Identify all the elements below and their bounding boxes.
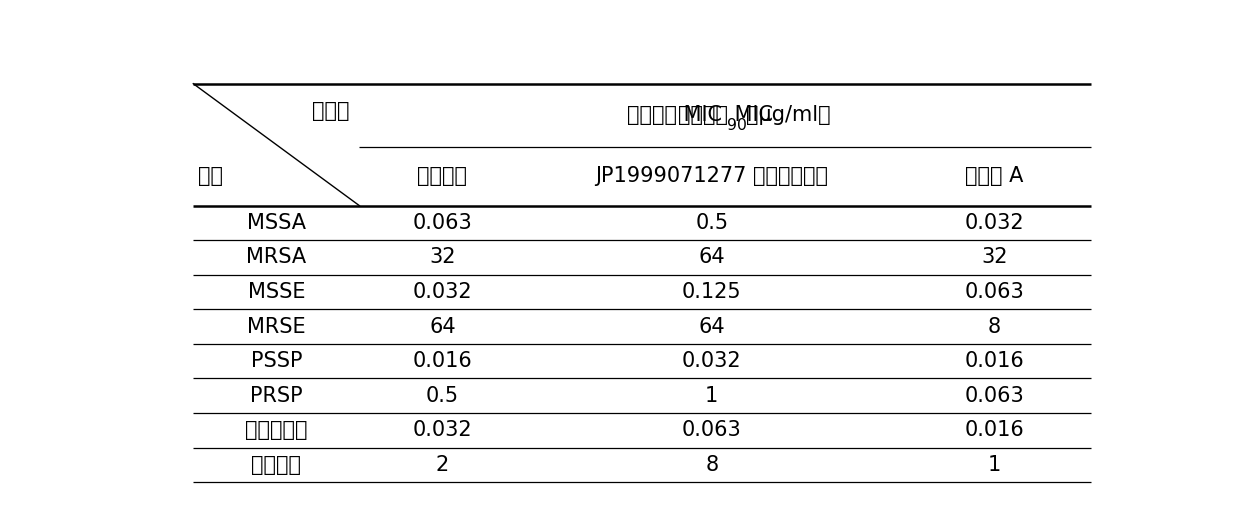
Text: PSSP: PSSP bbox=[250, 351, 302, 371]
Text: PRSP: PRSP bbox=[250, 386, 302, 406]
Text: 1: 1 bbox=[705, 386, 719, 406]
Text: 0.5: 0.5 bbox=[695, 213, 729, 233]
Text: 64: 64 bbox=[429, 317, 456, 337]
Text: 8: 8 bbox=[705, 455, 719, 475]
Text: 粪肠球菌: 粪肠球菌 bbox=[252, 455, 301, 475]
Text: 0.032: 0.032 bbox=[965, 213, 1025, 233]
Text: 1: 1 bbox=[987, 455, 1001, 475]
Text: 0.016: 0.016 bbox=[965, 420, 1025, 440]
Text: 32: 32 bbox=[981, 248, 1007, 268]
Text: 0.016: 0.016 bbox=[413, 351, 472, 371]
Text: 0.032: 0.032 bbox=[413, 420, 472, 440]
Text: 90: 90 bbox=[727, 118, 747, 133]
Text: 0.016: 0.016 bbox=[965, 351, 1025, 371]
Text: 0.063: 0.063 bbox=[965, 282, 1025, 302]
Text: 0.032: 0.032 bbox=[413, 282, 472, 302]
Text: 0.063: 0.063 bbox=[965, 386, 1025, 406]
Text: 0.125: 0.125 bbox=[681, 282, 742, 302]
Text: 32: 32 bbox=[429, 248, 456, 268]
Text: 2: 2 bbox=[436, 455, 449, 475]
Text: MSSE: MSSE bbox=[248, 282, 305, 302]
Text: JP1999071277 中公开化合物: JP1999071277 中公开化合物 bbox=[595, 166, 828, 186]
Text: 化合物 A: 化合物 A bbox=[965, 166, 1023, 186]
Text: 0.063: 0.063 bbox=[413, 213, 472, 233]
Text: 0.032: 0.032 bbox=[681, 351, 742, 371]
Text: 0.5: 0.5 bbox=[426, 386, 458, 406]
Text: 菌株: 菌株 bbox=[198, 166, 223, 186]
Text: 8: 8 bbox=[987, 317, 1001, 337]
Text: 化合物: 化合物 bbox=[312, 101, 349, 121]
Text: 抗菌活性 MIC: 抗菌活性 MIC bbox=[678, 105, 773, 125]
Text: MSSA: MSSA bbox=[247, 213, 306, 233]
Text: 抗菌活性 MIC: 抗菌活性 MIC bbox=[627, 105, 722, 125]
Text: 64: 64 bbox=[699, 248, 725, 268]
Text: 亚胺培南: 亚胺培南 bbox=[418, 166, 467, 186]
Text: （μg/ml）: （μg/ml） bbox=[746, 105, 830, 125]
Text: 化脓链球菌: 化脓链球菌 bbox=[245, 420, 307, 440]
Text: 0.063: 0.063 bbox=[681, 420, 742, 440]
Text: MRSE: MRSE bbox=[247, 317, 306, 337]
Text: 64: 64 bbox=[699, 317, 725, 337]
Text: MRSA: MRSA bbox=[247, 248, 306, 268]
